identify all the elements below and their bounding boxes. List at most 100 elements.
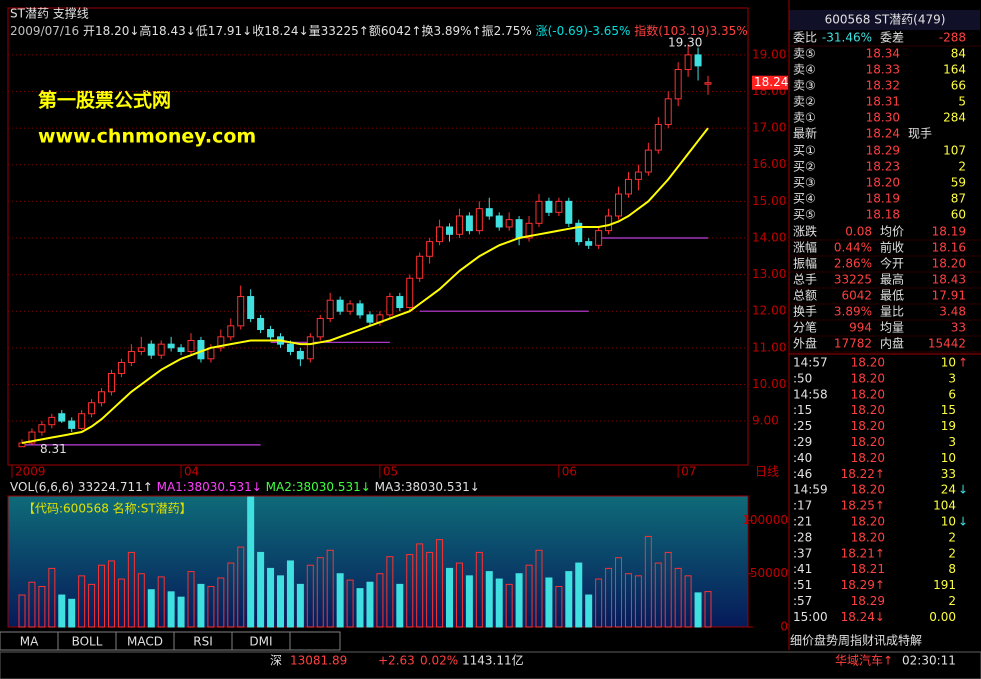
volume-bar — [68, 598, 76, 628]
volume-bar — [336, 573, 344, 628]
status-text: 1143.11亿 — [462, 653, 524, 668]
quote-text: 18.24 — [866, 127, 900, 141]
candle-body — [286, 343, 294, 352]
volume-bar — [624, 573, 632, 628]
candle-body — [396, 296, 404, 309]
candle-body — [525, 222, 533, 239]
quote-text: 买① — [793, 144, 816, 158]
volume-bar — [286, 560, 294, 628]
quote-text: 18.29 — [866, 144, 900, 158]
volume-bar — [98, 564, 106, 628]
candle-body — [117, 361, 125, 374]
tab[interactable]: BOLL — [72, 635, 103, 649]
quote-text: 2 — [948, 546, 956, 560]
quote-text: 总额 — [793, 289, 817, 303]
candle-body — [98, 391, 106, 404]
quote-text: 18.34 — [866, 47, 900, 61]
volume-bar — [127, 551, 135, 628]
volume-bar — [406, 554, 414, 628]
y-tick-label: 50000 — [750, 566, 788, 580]
quote-text: 18.31 — [866, 95, 900, 109]
quote-text: 33 — [941, 467, 956, 481]
quote-text: 2.86% — [834, 257, 872, 271]
candle-body — [694, 54, 702, 67]
tab[interactable]: DMI — [249, 635, 272, 649]
quote-text: 18.20 — [851, 419, 885, 433]
quote-text: 18.20 — [866, 176, 900, 190]
candle-body — [88, 402, 96, 415]
tab[interactable]: MA — [20, 635, 39, 649]
candle-body — [585, 241, 593, 246]
candle-body — [28, 431, 36, 444]
quote-text: 18.21↑ — [841, 546, 885, 560]
quote-text: 107 — [943, 144, 966, 158]
quote-text: 18.20 — [851, 403, 885, 417]
quote-text: 卖③ — [793, 79, 816, 93]
info-segment: 开18.20↓高18.43↓低17.91↓收18.24↓量33225↑额6042… — [79, 23, 535, 38]
volume-bar — [535, 549, 543, 628]
quote-text: 3.89% — [834, 305, 872, 319]
quote-text: 分笔 — [793, 320, 817, 335]
y-tick-label: 11.00 — [752, 340, 786, 354]
volume-bar — [78, 575, 86, 628]
quote-text: 2 — [958, 160, 966, 174]
quote-text: 18.20 — [851, 371, 885, 385]
y-tick-label: 12.00 — [752, 304, 786, 318]
quote-text: 18.20 — [851, 356, 885, 370]
volume-bar — [356, 588, 364, 628]
candle-body — [247, 296, 255, 320]
volume-bar — [117, 578, 125, 628]
quote-text: 994 — [849, 321, 872, 335]
quote-text: 买③ — [793, 176, 816, 190]
volume-bar — [296, 583, 304, 628]
quote-text: ↑ — [958, 356, 968, 370]
quote-text: 18.20 — [851, 530, 885, 544]
volume-bar — [595, 578, 603, 628]
candle-body — [187, 339, 195, 352]
nav-bar[interactable]: 细价盘势周指财讯成特解 — [790, 633, 922, 648]
volume-bar — [485, 571, 493, 628]
volume-bar — [495, 578, 503, 628]
candle-body — [505, 219, 513, 228]
volume-bar — [674, 567, 682, 628]
candle-body — [634, 171, 642, 180]
volume-bar — [326, 549, 334, 628]
candle-body — [336, 299, 344, 312]
quote-text: 买④ — [793, 192, 816, 206]
quote-text: 104 — [933, 499, 956, 513]
quote-text: 18.18 — [866, 208, 900, 222]
volume-bar — [605, 567, 613, 628]
quote-header-bg — [789, 10, 980, 30]
candle-body — [595, 230, 603, 246]
quote-text: 18.20 — [851, 435, 885, 449]
volume-bar — [58, 594, 66, 628]
y-tick-label: 17.00 — [752, 121, 786, 135]
candle-body — [515, 219, 523, 239]
candle-body — [366, 314, 374, 323]
candle-body — [664, 98, 672, 125]
status-text: 02:30:11 — [902, 654, 956, 668]
candle-body — [615, 193, 623, 217]
tab-bar — [0, 631, 341, 651]
volume-bar — [505, 583, 513, 628]
volume-bar — [426, 551, 434, 628]
status-text: 0.02% — [420, 654, 458, 668]
tab[interactable]: MACD — [127, 635, 163, 649]
quote-text: 8 — [948, 562, 956, 576]
volume-bar — [545, 577, 553, 628]
volume-bar — [704, 591, 712, 628]
quote-text: 84 — [951, 47, 966, 61]
status-text: 华域汽车↑ — [835, 653, 893, 668]
candle-body — [157, 343, 165, 356]
candle-body — [495, 215, 503, 228]
quote-text: 3 — [948, 435, 956, 449]
volume-label: 【代码:600568 名称:ST潜药】 — [23, 501, 192, 516]
volume-bar — [376, 573, 384, 628]
volume-bar — [88, 583, 96, 628]
volume-bar — [664, 551, 672, 628]
volume-bar — [634, 575, 642, 628]
y-tick-label: 14.00 — [752, 230, 786, 244]
tab[interactable]: RSI — [193, 635, 213, 649]
quote-text: 买⑤ — [793, 208, 816, 222]
quote-text: 18.33 — [866, 63, 900, 77]
